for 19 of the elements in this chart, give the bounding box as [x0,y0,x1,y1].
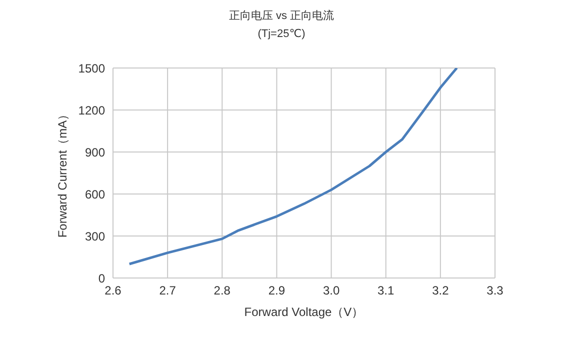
y-tick-label: 900 [84,145,106,160]
x-tick-label: 2.9 [268,284,286,298]
x-tick-label: 3.0 [322,284,340,298]
x-tick-label: 3.3 [486,284,504,298]
line-series [128,68,458,266]
chart-subtitle: (Tj=25℃) [256,27,306,40]
x-tick-label: 2.7 [159,284,176,298]
y-tick-label: 600 [84,187,106,202]
y-tick-label: 300 [84,229,106,244]
x-tick-label: 2.6 [104,284,122,298]
chart-title: 正向电压 vs 正向电流 [228,8,336,23]
x-axis-title: Forward Voltage（V） [244,305,364,319]
y-axis-title: Forward Current（mA） [55,108,70,238]
y-tick-label: 0 [98,271,106,286]
y-tick-label: 1500 [78,61,106,76]
x-tick-label: 2.8 [214,284,231,298]
x-tick-label: 3.1 [378,284,395,298]
x-tick-label: 3.2 [432,284,450,298]
y-tick-label: 1200 [78,103,106,118]
